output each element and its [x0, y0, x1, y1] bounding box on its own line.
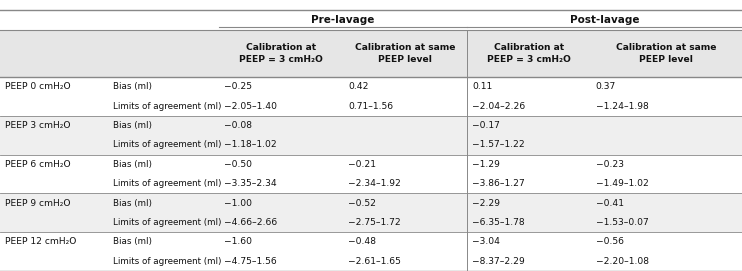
Text: −1.18–1.02: −1.18–1.02 — [224, 140, 277, 149]
Text: −0.17: −0.17 — [472, 121, 500, 130]
Text: Post-lavage: Post-lavage — [570, 15, 639, 25]
Text: −1.53–0.07: −1.53–0.07 — [596, 218, 649, 227]
Text: 0.71–1.56: 0.71–1.56 — [348, 102, 393, 111]
Text: −0.08: −0.08 — [224, 121, 252, 130]
Text: −1.29: −1.29 — [472, 160, 500, 169]
Text: −0.25: −0.25 — [224, 82, 252, 91]
Bar — [0, 232, 742, 251]
Text: −0.21: −0.21 — [348, 160, 376, 169]
Text: PEEP 3 cmH₂O: PEEP 3 cmH₂O — [5, 121, 70, 130]
Text: −0.41: −0.41 — [596, 199, 624, 208]
Text: −4.66–2.66: −4.66–2.66 — [224, 218, 278, 227]
Text: −4.75–1.56: −4.75–1.56 — [224, 257, 277, 266]
Text: −0.50: −0.50 — [224, 160, 252, 169]
Text: Limits of agreement (ml): Limits of agreement (ml) — [113, 257, 221, 266]
Text: 0.37: 0.37 — [596, 82, 616, 91]
Text: Limits of agreement (ml): Limits of agreement (ml) — [113, 218, 221, 227]
Bar — [0, 30, 742, 77]
Text: Limits of agreement (ml): Limits of agreement (ml) — [113, 140, 221, 149]
Text: −2.29: −2.29 — [472, 199, 500, 208]
Text: −2.04–2.26: −2.04–2.26 — [472, 102, 525, 111]
Text: Bias (ml): Bias (ml) — [113, 199, 152, 208]
Text: Bias (ml): Bias (ml) — [113, 237, 152, 246]
Text: Bias (ml): Bias (ml) — [113, 160, 152, 169]
Text: PEEP = 3 cmH₂O: PEEP = 3 cmH₂O — [239, 55, 323, 64]
Bar — [0, 193, 742, 213]
Text: −1.49–1.02: −1.49–1.02 — [596, 179, 649, 188]
Text: −0.56: −0.56 — [596, 237, 624, 246]
Bar — [0, 77, 742, 96]
Text: Bias (ml): Bias (ml) — [113, 82, 152, 91]
Text: PEEP = 3 cmH₂O: PEEP = 3 cmH₂O — [487, 55, 571, 64]
Text: Pre-lavage: Pre-lavage — [311, 15, 375, 25]
Text: −2.61–1.65: −2.61–1.65 — [348, 257, 401, 266]
Bar — [0, 116, 742, 135]
Text: PEEP 12 cmH₂O: PEEP 12 cmH₂O — [5, 237, 76, 246]
Text: −2.34–1.92: −2.34–1.92 — [348, 179, 401, 188]
Text: Bias (ml): Bias (ml) — [113, 121, 152, 130]
Text: PEEP 9 cmH₂O: PEEP 9 cmH₂O — [5, 199, 70, 208]
Text: −1.57–1.22: −1.57–1.22 — [472, 140, 525, 149]
Text: −0.52: −0.52 — [348, 199, 376, 208]
Text: PEEP 6 cmH₂O: PEEP 6 cmH₂O — [5, 160, 70, 169]
Text: −0.48: −0.48 — [348, 237, 376, 246]
Text: Calibration at same: Calibration at same — [355, 43, 455, 52]
Text: Limits of agreement (ml): Limits of agreement (ml) — [113, 179, 221, 188]
Text: −0.23: −0.23 — [596, 160, 624, 169]
Text: −1.24–1.98: −1.24–1.98 — [596, 102, 649, 111]
Text: −3.86–1.27: −3.86–1.27 — [472, 179, 525, 188]
Text: PEEP 0 cmH₂O: PEEP 0 cmH₂O — [5, 82, 70, 91]
Text: −3.35–2.34: −3.35–2.34 — [224, 179, 277, 188]
Bar — [0, 96, 742, 116]
Text: Calibration at: Calibration at — [246, 43, 316, 52]
Bar — [0, 10, 742, 30]
Text: −1.00: −1.00 — [224, 199, 252, 208]
Text: Calibration at: Calibration at — [493, 43, 564, 52]
Text: 0.42: 0.42 — [348, 82, 369, 91]
Text: −8.37–2.29: −8.37–2.29 — [472, 257, 525, 266]
Text: Calibration at same: Calibration at same — [616, 43, 717, 52]
Bar — [0, 154, 742, 174]
Bar — [0, 174, 742, 193]
Text: −3.04: −3.04 — [472, 237, 500, 246]
Text: Limits of agreement (ml): Limits of agreement (ml) — [113, 102, 221, 111]
Text: PEEP level: PEEP level — [378, 55, 432, 64]
Text: −2.20–1.08: −2.20–1.08 — [596, 257, 649, 266]
Bar — [0, 251, 742, 271]
Bar — [0, 213, 742, 232]
Text: PEEP level: PEEP level — [640, 55, 693, 64]
Text: −1.60: −1.60 — [224, 237, 252, 246]
Text: −2.05–1.40: −2.05–1.40 — [224, 102, 277, 111]
Text: 0.11: 0.11 — [472, 82, 492, 91]
Bar — [0, 135, 742, 154]
Text: −6.35–1.78: −6.35–1.78 — [472, 218, 525, 227]
Text: −2.75–1.72: −2.75–1.72 — [348, 218, 401, 227]
